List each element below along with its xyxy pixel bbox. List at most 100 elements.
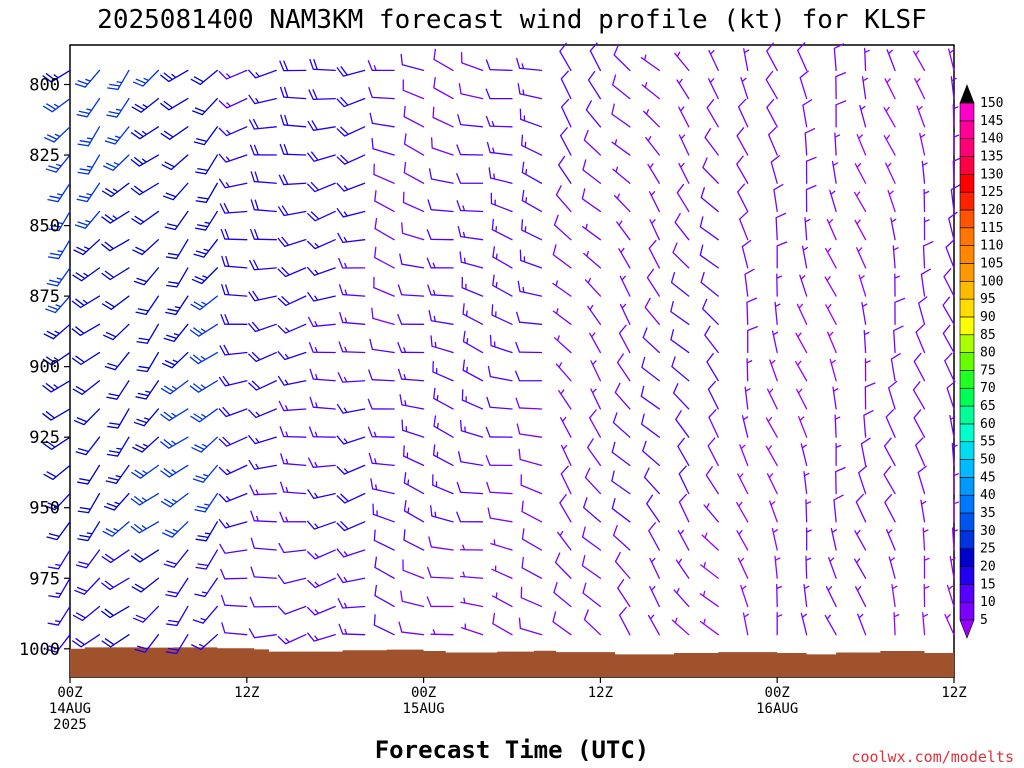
wind-barb xyxy=(373,614,395,636)
wind-barb xyxy=(946,380,956,410)
wind-barb xyxy=(641,82,660,100)
wind-barb xyxy=(106,380,130,400)
wind-barb xyxy=(487,365,513,382)
wind-barb xyxy=(430,629,454,636)
wind-barb xyxy=(161,521,189,538)
wind-barb xyxy=(521,161,543,184)
wind-barb xyxy=(77,126,101,147)
wind-barb xyxy=(189,323,218,337)
wind-barb xyxy=(582,159,602,184)
wind-barb xyxy=(250,537,277,551)
colorbar-label: 30 xyxy=(980,524,996,539)
wind-barb xyxy=(943,267,955,297)
wind-barb xyxy=(432,106,454,128)
wind-barb xyxy=(644,297,660,325)
wind-barb xyxy=(486,481,513,495)
wind-barb xyxy=(43,323,71,340)
wind-barb xyxy=(106,97,130,118)
wind-barb xyxy=(883,437,896,467)
wind-barb xyxy=(306,266,336,276)
x-tick-label: 00Z xyxy=(57,685,82,701)
wind-barb xyxy=(105,464,130,485)
wind-barb xyxy=(648,522,660,551)
wind-barb xyxy=(914,78,926,100)
wind-barb xyxy=(428,168,454,184)
wind-barb xyxy=(430,137,454,156)
wind-barb xyxy=(280,114,307,128)
wind-barb xyxy=(915,437,926,467)
wind-barb xyxy=(162,182,189,201)
wind-barb xyxy=(131,97,160,113)
y-tick-label: 900 xyxy=(29,358,60,378)
wind-barb xyxy=(277,323,307,334)
wind-barb xyxy=(130,154,160,167)
wind-barb xyxy=(835,466,846,495)
wind-barb xyxy=(161,351,189,369)
colorbar-segment xyxy=(959,548,975,567)
wind-barb xyxy=(768,126,778,156)
wind-barb xyxy=(337,372,366,383)
wind-barb xyxy=(73,239,101,256)
wind-barb xyxy=(863,409,874,438)
wind-barb xyxy=(769,500,778,523)
wind-barb xyxy=(805,184,817,213)
wind-barb xyxy=(47,182,71,203)
wind-barb xyxy=(75,549,101,569)
wind-barb xyxy=(336,207,366,218)
x-tick-label: 12Z xyxy=(941,685,966,701)
wind-barb xyxy=(71,323,101,336)
wind-barb xyxy=(708,49,719,72)
wind-barb xyxy=(278,174,307,186)
wind-barb xyxy=(220,313,248,325)
wind-barb xyxy=(558,155,572,184)
colorbar-segment xyxy=(959,227,975,246)
wind-barb xyxy=(336,403,366,414)
wind-barb xyxy=(306,520,336,530)
wind-barb xyxy=(306,549,336,560)
wind-barb xyxy=(771,527,779,551)
wind-barb xyxy=(920,268,932,297)
wind-barb xyxy=(952,104,959,128)
wind-barb xyxy=(740,584,749,608)
wind-barb xyxy=(611,441,631,467)
wind-barb xyxy=(456,200,484,213)
wind-barb xyxy=(775,212,787,241)
wind-barb xyxy=(515,57,543,72)
wind-barb xyxy=(218,69,248,80)
wind-barb xyxy=(795,360,808,382)
wind-barb xyxy=(519,108,543,128)
colorbar-segment xyxy=(959,352,975,371)
wind-barb xyxy=(277,375,307,386)
wind-barb xyxy=(135,295,160,316)
wind-barb xyxy=(462,359,484,382)
wind-barb xyxy=(582,582,602,608)
wind-barb xyxy=(219,568,248,580)
wind-barb xyxy=(678,106,690,128)
wind-barb xyxy=(863,329,870,354)
wind-barb xyxy=(700,271,719,297)
wind-barb xyxy=(107,408,130,429)
wind-barb xyxy=(219,344,248,356)
wind-barb xyxy=(746,358,753,382)
wind-barb xyxy=(218,518,248,529)
wind-barb xyxy=(700,187,719,213)
wind-barb xyxy=(485,426,513,438)
wind-barb xyxy=(277,574,307,585)
wind-barb xyxy=(737,98,749,128)
wind-barb xyxy=(741,415,749,438)
wind-barb xyxy=(457,114,484,128)
wind-barb xyxy=(740,77,749,100)
wind-barb xyxy=(649,585,660,608)
wind-barb xyxy=(338,257,366,269)
wind-barb xyxy=(618,606,631,636)
wind-barb xyxy=(42,97,71,113)
x-tick-label: 00Z xyxy=(765,685,790,701)
wind-barb xyxy=(922,240,934,269)
wind-barb xyxy=(485,455,513,467)
wind-barb xyxy=(194,577,218,598)
wind-barb xyxy=(426,257,454,269)
wind-barb xyxy=(587,304,602,325)
colorbar-label: 80 xyxy=(980,346,996,361)
credit-link[interactable]: coolwx.com/modelts xyxy=(851,748,1014,766)
wind-barb xyxy=(104,126,130,145)
